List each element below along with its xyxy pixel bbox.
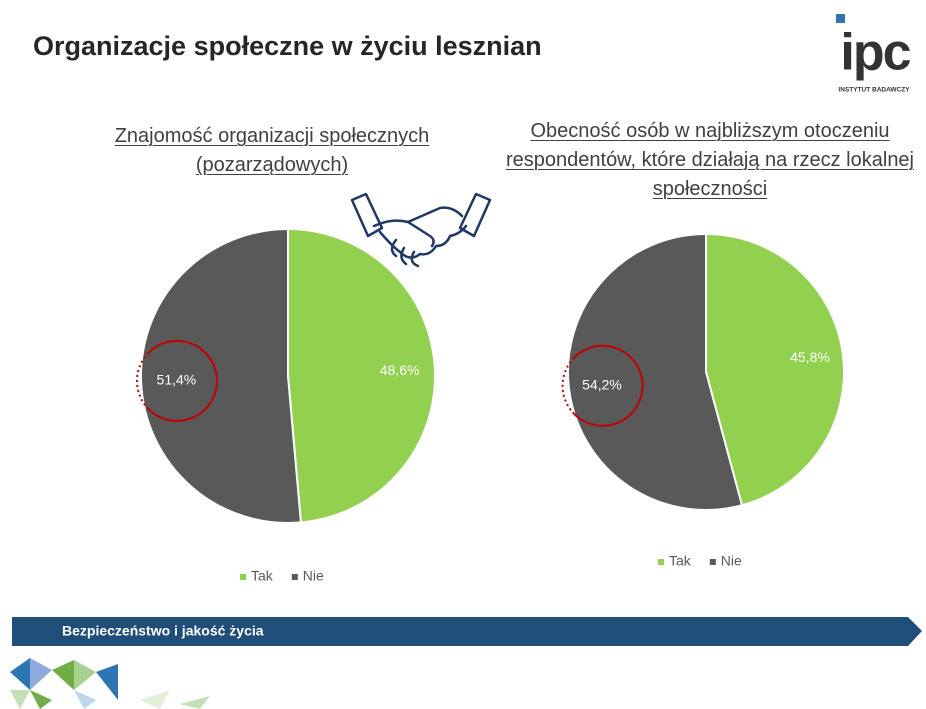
data-label: 48,6%	[380, 362, 420, 378]
legend-swatch	[291, 574, 298, 580]
pie-slice	[140, 227, 302, 524]
data-label: 45,8%	[790, 349, 830, 365]
handshake-icon	[350, 192, 492, 268]
mosaic-decoration	[10, 658, 210, 709]
pie-slice	[705, 232, 845, 507]
footer-banner	[12, 617, 922, 646]
pie-slice	[567, 232, 744, 511]
chart-title: Obecność osób w najbliższym otoczeniu re…	[505, 120, 915, 200]
data-label: 51,4%	[157, 372, 197, 388]
legend-label: Nie	[721, 553, 742, 569]
legend-swatch	[658, 559, 664, 565]
highlight-circle	[573, 344, 644, 427]
highlight-circle-dotted	[135, 352, 150, 410]
legend-label: Nie	[303, 568, 324, 584]
legend-swatch	[240, 574, 246, 580]
footer-text: Bezpieczeństwo i jakość życia	[62, 623, 264, 639]
logo-text: ipc	[840, 24, 910, 82]
logo-dot	[836, 14, 845, 23]
highlight-circle	[147, 339, 218, 422]
highlight-circle-dotted	[561, 357, 575, 415]
legend-label: Tak	[251, 568, 274, 584]
legend-label: Tak	[669, 553, 692, 569]
slide-title: Organizacje społeczne w życiu lesznian	[33, 31, 542, 61]
legend-swatch	[709, 559, 716, 565]
logo-caption: INSTYTUT BADAWCZY	[838, 87, 910, 94]
pie-slice	[287, 227, 436, 524]
data-label: 54,2%	[582, 377, 622, 393]
chart-title: Znajomość organizacji społecznych (pozar…	[114, 125, 430, 176]
